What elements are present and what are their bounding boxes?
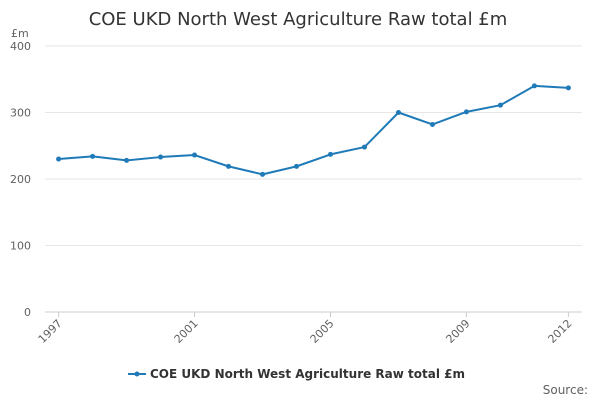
x-tick-label-2001: 2001 [172,317,201,346]
series-group [56,83,571,177]
data-point-2004[interactable] [294,163,300,169]
y-tick-label-300: 300 [10,107,31,120]
series-line-0 [58,84,569,176]
y-tick-label-0: 0 [24,306,31,319]
y-axis-ticks: 0 100 200 300 400 [10,40,31,319]
chart-title: COE UKD North West Agriculture Raw total… [89,9,508,30]
y-tick-label-100: 100 [10,240,31,253]
x-tick-label-2012: 2012 [546,317,575,346]
gridlines [45,45,582,313]
data-point-2011[interactable] [531,83,537,89]
data-point-2009[interactable] [463,109,469,115]
data-point-2007[interactable] [395,110,401,115]
y-tick-label-400: 400 [10,40,31,53]
x-tick-label-2005: 2005 [308,317,337,346]
data-point-2012[interactable] [565,85,571,91]
y-axis-unit-label: £m [11,27,29,40]
y-tick-label-200: 200 [10,173,31,186]
data-point-2010[interactable] [497,102,503,108]
data-point-2001[interactable] [192,152,198,158]
data-point-1998[interactable] [90,153,96,159]
legend-dot-marker [134,371,140,377]
data-point-2005[interactable] [327,151,333,157]
x-axis-ticks: 1997 2001 2005 2009 2012 [36,312,575,346]
legend[interactable]: COE UKD North West Agriculture Raw total… [128,367,465,381]
data-point-2008[interactable] [429,121,435,127]
data-point-2000[interactable] [158,154,164,160]
source-label: Source: [543,383,588,397]
data-point-2003[interactable] [260,171,266,177]
x-tick-label-2009: 2009 [444,317,473,346]
data-point-2002[interactable] [226,163,232,169]
x-tick-label-1997: 1997 [36,317,65,346]
data-point-1997[interactable] [56,156,62,162]
data-point-2006[interactable] [361,144,367,150]
legend-label: COE UKD North West Agriculture Raw total… [150,367,465,381]
data-point-1999[interactable] [124,157,130,163]
